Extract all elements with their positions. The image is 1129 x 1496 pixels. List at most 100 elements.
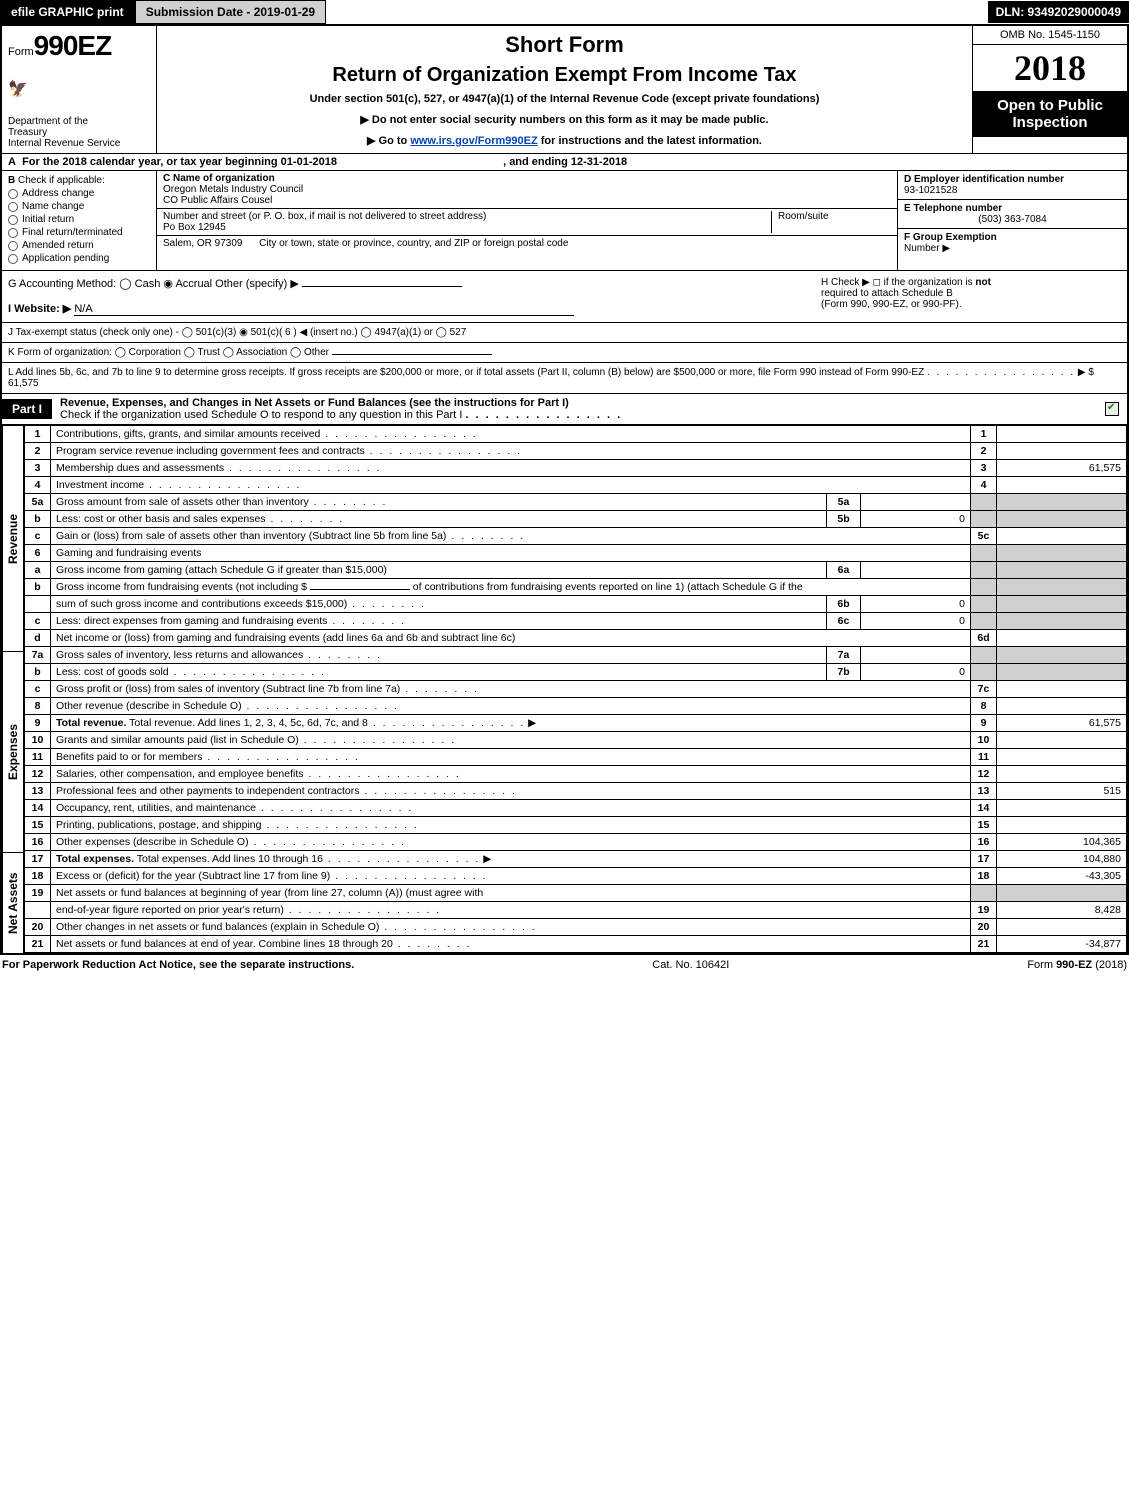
chk-amended-return[interactable]: Amended return	[8, 240, 150, 251]
form-ref: Form 990-EZ (2018)	[1027, 959, 1127, 971]
form-container: Form 990EZ 🦅 Department of the Treasury …	[0, 24, 1129, 955]
e-label: E Telephone number	[904, 203, 1002, 214]
phone-value: (503) 363-7084	[904, 214, 1121, 225]
table-row: 13Professional fees and other payments t…	[25, 783, 1127, 800]
table-row: 19Net assets or fund balances at beginni…	[25, 885, 1127, 902]
radio-icon	[8, 215, 18, 225]
accounting-method: G Accounting Method: ◯ Cash ◉ Accrual Ot…	[8, 278, 299, 290]
table-row: 6Gaming and fundraising events	[25, 545, 1127, 562]
row-k-form-org: K Form of organization: ◯ Corporation ◯ …	[2, 343, 1127, 363]
chk-address-change[interactable]: Address change	[8, 188, 150, 199]
table-row: 15Printing, publications, postage, and s…	[25, 817, 1127, 834]
table-row: 12Salaries, other compensation, and empl…	[25, 766, 1127, 783]
schedule-o-checkbox[interactable]	[1105, 402, 1119, 416]
city-value: Salem, OR 97309	[163, 238, 243, 249]
part-1-table: 1Contributions, gifts, grants, and simil…	[24, 425, 1127, 953]
row-a-tax-year: A For the 2018 calendar year, or tax yea…	[2, 154, 1127, 171]
radio-icon	[8, 241, 18, 251]
table-row: 5aGross amount from sale of assets other…	[25, 494, 1127, 511]
table-row: 14Occupancy, rent, utilities, and mainte…	[25, 800, 1127, 817]
table-row: 2Program service revenue including gover…	[25, 443, 1127, 460]
table-row: 18Excess or (deficit) for the year (Subt…	[25, 868, 1127, 885]
no-ssn-notice: ▶ Do not enter social security numbers o…	[167, 113, 962, 126]
website-value: N/A	[74, 303, 92, 315]
table-row: 8Other revenue (describe in Schedule O)8	[25, 698, 1127, 715]
radio-icon	[8, 254, 18, 264]
catalog-number: Cat. No. 10642I	[652, 959, 729, 971]
form-number: Form 990EZ	[8, 30, 150, 62]
f-label: F Group Exemption	[904, 232, 997, 243]
section-bcdef: B Check if applicable: Address change Na…	[2, 171, 1127, 271]
part-1-label: Part I	[2, 399, 52, 419]
fundraising-amount-field[interactable]	[310, 589, 410, 590]
street-value: Po Box 12945	[163, 222, 226, 233]
expenses-side-label: Expenses	[2, 651, 24, 852]
irs-link[interactable]: www.irs.gov/Form990EZ	[410, 135, 537, 147]
treasury-seal-icon: 🦅	[8, 79, 150, 99]
d-label: D Employer identification number	[904, 174, 1064, 185]
part-1-header: Part I Revenue, Expenses, and Changes in…	[2, 394, 1127, 425]
website-label: I Website: ▶	[8, 303, 71, 315]
row-j-tax-exempt: J Tax-exempt status (check only one) - ◯…	[2, 323, 1127, 343]
netassets-side-label: Net Assets	[2, 852, 24, 953]
chk-application-pending[interactable]: Application pending	[8, 253, 150, 264]
dln-label: DLN: 93492029000049	[988, 1, 1129, 23]
goto-instructions: ▶ Go to www.irs.gov/Form990EZ for instru…	[167, 134, 962, 147]
street-label: Number and street (or P. O. box, if mail…	[163, 211, 486, 222]
org-name-1: Oregon Metals Industry Council	[163, 184, 303, 195]
table-row: 11Benefits paid to or for members11	[25, 749, 1127, 766]
table-row: 7aGross sales of inventory, less returns…	[25, 647, 1127, 664]
part-1-body: Revenue Expenses Net Assets 1Contributio…	[2, 425, 1127, 953]
table-row: dNet income or (loss) from gaming and fu…	[25, 630, 1127, 647]
table-row: aGross income from gaming (attach Schedu…	[25, 562, 1127, 579]
table-row: 21Net assets or fund balances at end of …	[25, 936, 1127, 953]
form-header: Form 990EZ 🦅 Department of the Treasury …	[2, 26, 1127, 154]
omb-number: OMB No. 1545-1150	[973, 26, 1127, 45]
table-row: end-of-year figure reported on prior yea…	[25, 902, 1127, 919]
table-row: sum of such gross income and contributio…	[25, 596, 1127, 613]
table-row: 17Total expenses. Total expenses. Add li…	[25, 851, 1127, 868]
other-org-field[interactable]	[332, 354, 492, 355]
under-section-text: Under section 501(c), 527, or 4947(a)(1)…	[167, 93, 962, 105]
table-row: 9Total revenue. Total revenue. Add lines…	[25, 715, 1127, 732]
revenue-side-label: Revenue	[2, 425, 24, 651]
table-row: 3Membership dues and assessments361,575	[25, 460, 1127, 477]
table-row: 16Other expenses (describe in Schedule O…	[25, 834, 1127, 851]
row-gh: G Accounting Method: ◯ Cash ◉ Accrual Ot…	[2, 271, 1127, 323]
chk-final-return[interactable]: Final return/terminated	[8, 227, 150, 238]
chk-name-change[interactable]: Name change	[8, 201, 150, 212]
form-word: Form	[8, 46, 34, 58]
short-form-title: Short Form	[167, 32, 962, 58]
gross-receipts-amount: 61,575	[8, 378, 39, 389]
h-check: H Check ▶ ◻ if the organization is not r…	[821, 277, 1121, 316]
part-1-subtitle: Check if the organization used Schedule …	[60, 409, 462, 421]
radio-icon	[8, 189, 18, 199]
table-row: bLess: cost or other basis and sales exp…	[25, 511, 1127, 528]
table-row: bLess: cost of goods sold7b0	[25, 664, 1127, 681]
efile-print-button[interactable]: efile GRAPHIC print	[0, 0, 135, 24]
other-specify-field[interactable]	[302, 286, 462, 287]
radio-icon	[8, 202, 18, 212]
chk-initial-return[interactable]: Initial return	[8, 214, 150, 225]
paperwork-notice: For Paperwork Reduction Act Notice, see …	[2, 959, 354, 971]
tax-year: 2018	[973, 45, 1127, 91]
table-row: 20Other changes in net assets or fund ba…	[25, 919, 1127, 936]
col-c-org-info: C Name of organization Oregon Metals Ind…	[157, 171, 897, 270]
org-name-2: CO Public Affairs Cousel	[163, 195, 272, 206]
submission-date-button[interactable]: Submission Date - 2019-01-29	[135, 0, 326, 24]
department-label: Department of the Treasury Internal Reve…	[8, 116, 150, 149]
city-label: City or town, state or province, country…	[259, 238, 568, 249]
form-num: 990EZ	[34, 30, 112, 62]
table-row: cGain or (loss) from sale of assets othe…	[25, 528, 1127, 545]
room-suite-label: Room/suite	[771, 211, 891, 233]
table-row: 10Grants and similar amounts paid (list …	[25, 732, 1127, 749]
return-title: Return of Organization Exempt From Incom…	[167, 64, 962, 87]
table-row: 1Contributions, gifts, grants, and simil…	[25, 426, 1127, 443]
table-row: cGross profit or (loss) from sales of in…	[25, 681, 1127, 698]
ein-value: 93-1021528	[904, 185, 957, 196]
col-def: D Employer identification number 93-1021…	[897, 171, 1127, 270]
row-l-gross-receipts: L Add lines 5b, 6c, and 7b to line 9 to …	[2, 363, 1127, 394]
col-b-checkboxes: B Check if applicable: Address change Na…	[2, 171, 157, 270]
c-label: C Name of organization	[163, 173, 275, 184]
page-footer: For Paperwork Reduction Act Notice, see …	[0, 955, 1129, 975]
